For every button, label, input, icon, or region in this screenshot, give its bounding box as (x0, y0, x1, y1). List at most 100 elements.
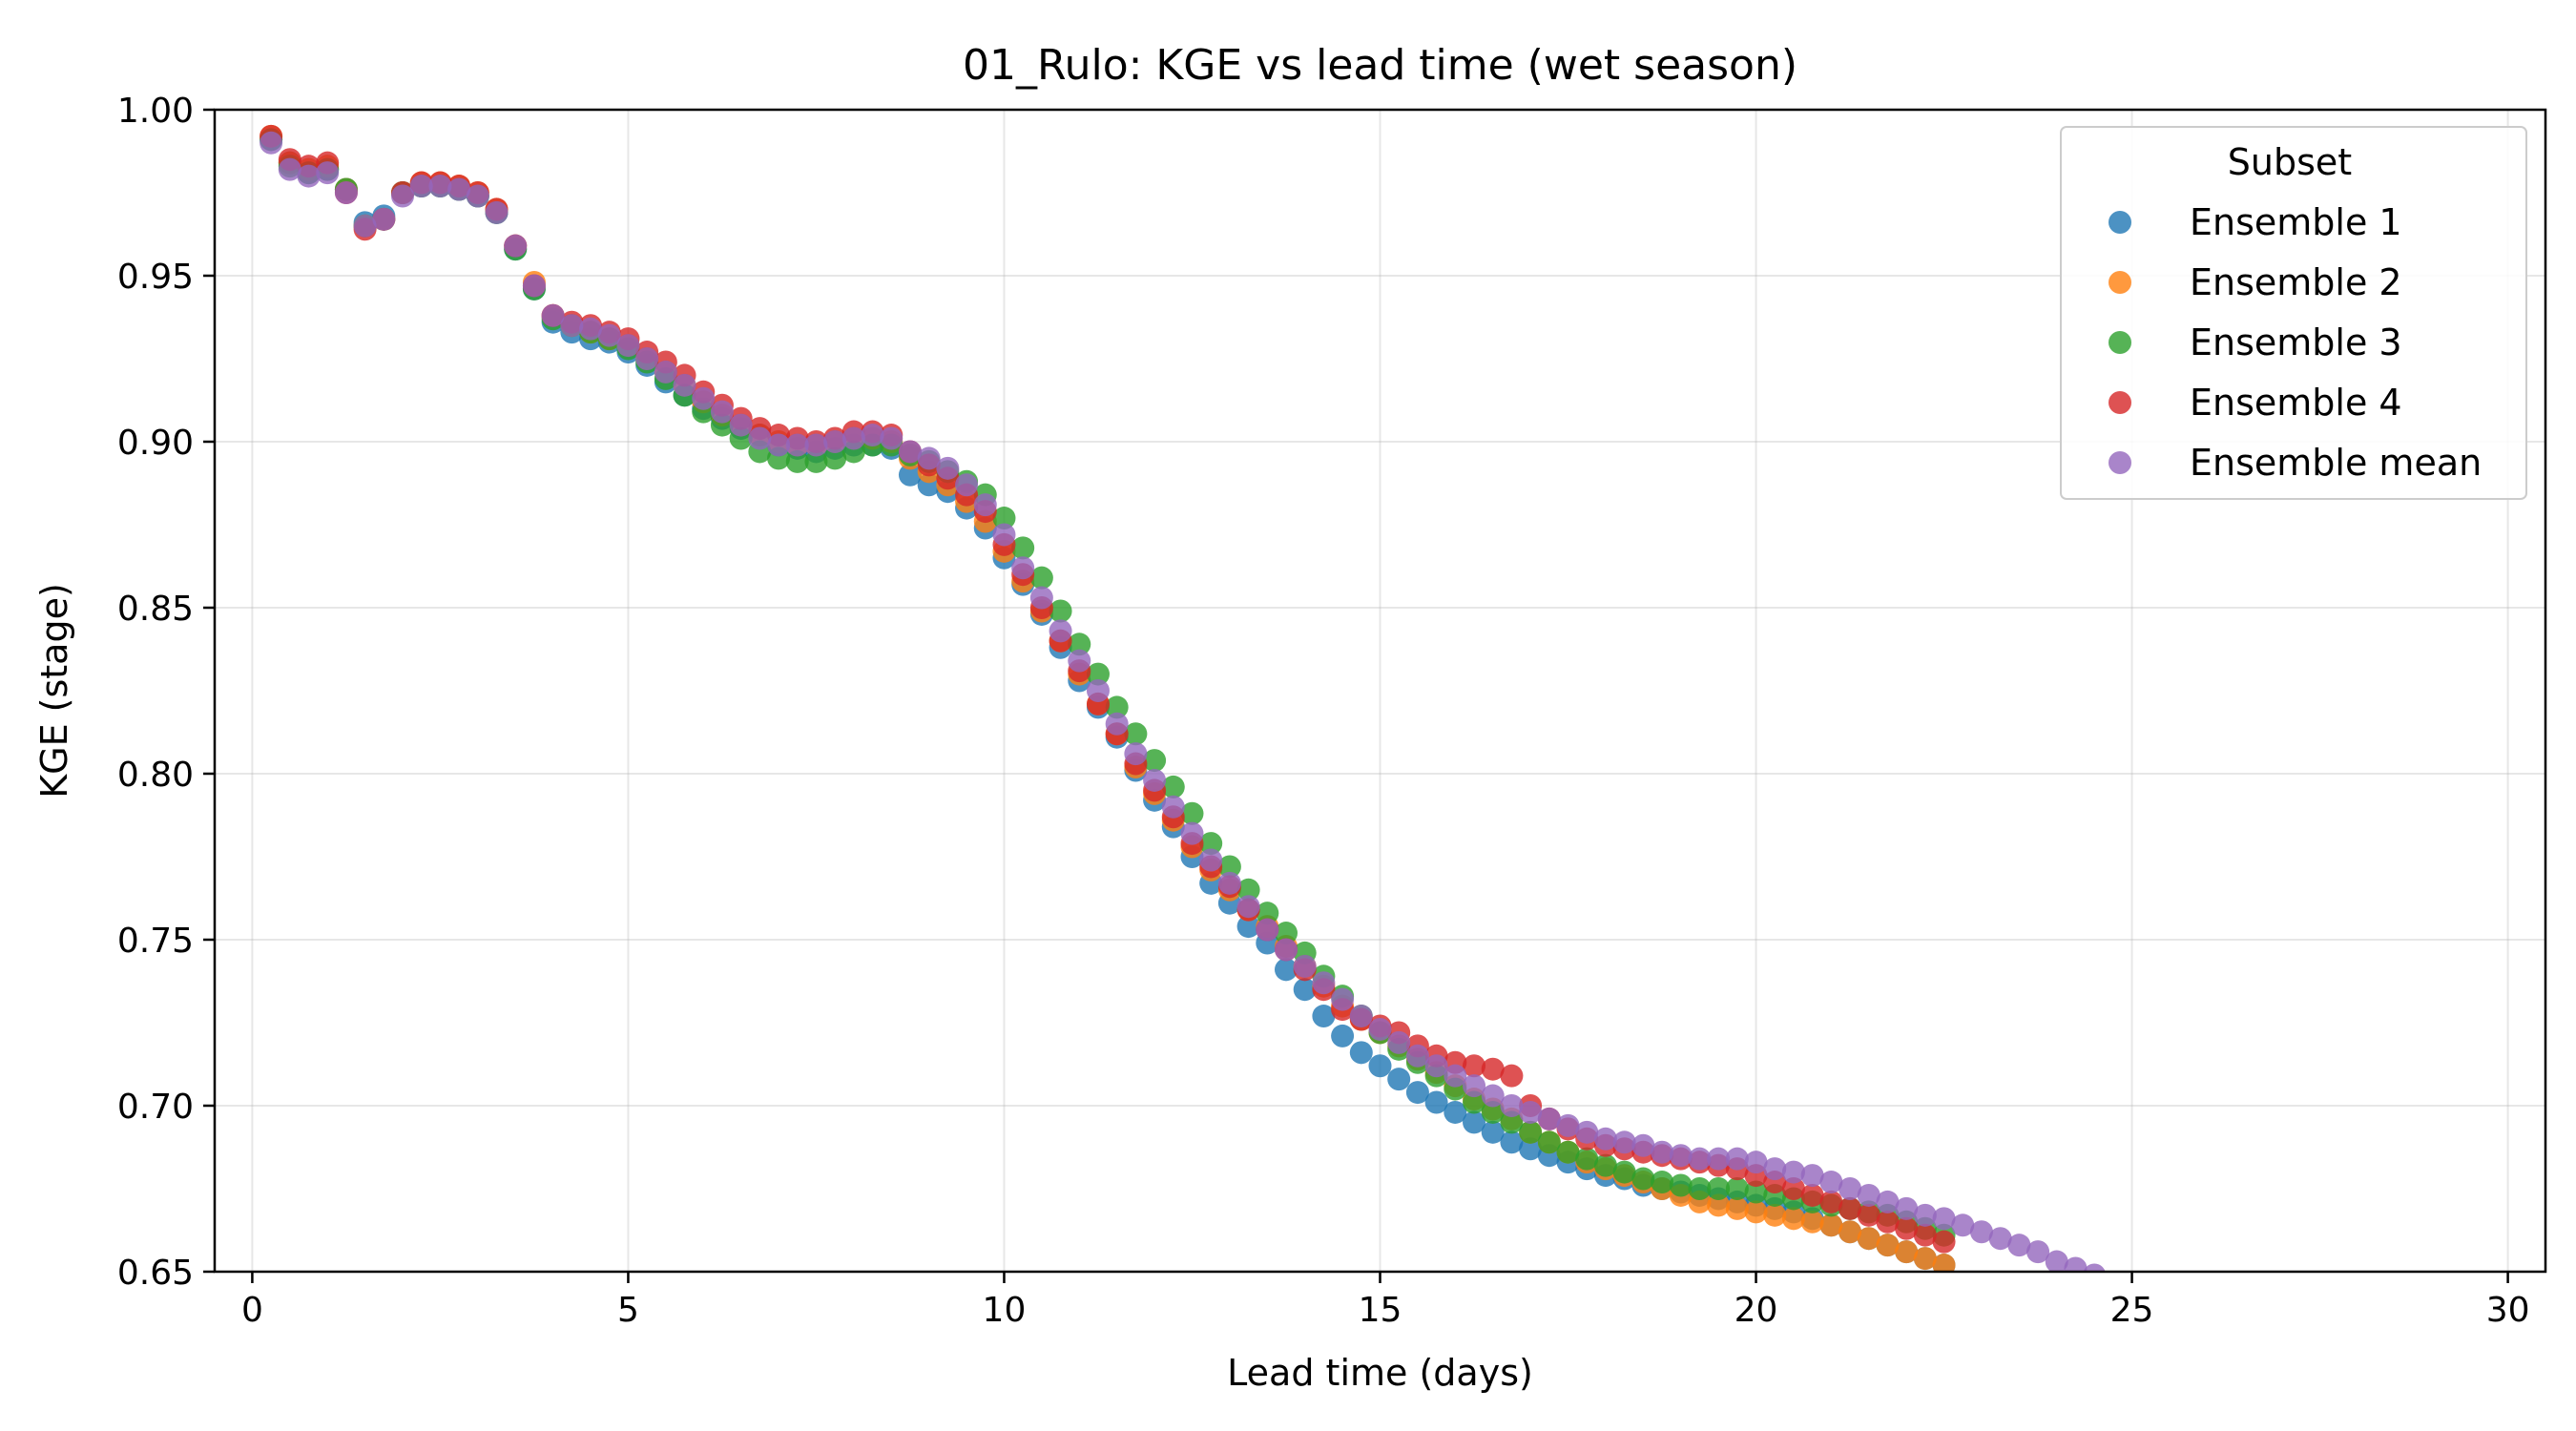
data-point (1124, 742, 1148, 766)
data-point (992, 507, 1016, 530)
data-point (1519, 1120, 1543, 1144)
data-point (1707, 1147, 1731, 1171)
data-point (936, 456, 960, 480)
y-tick-label: 0.65 (117, 1254, 194, 1293)
data-point (1839, 1196, 1862, 1220)
data-point (1819, 1171, 1843, 1194)
legend-marker (2109, 331, 2131, 354)
data-point (1651, 1140, 1674, 1164)
data-point (1405, 1081, 1429, 1105)
data-point (1612, 1160, 1636, 1184)
data-point (729, 413, 753, 437)
data-point (428, 175, 452, 198)
data-point (1312, 1005, 1336, 1028)
data-point (1463, 1074, 1486, 1098)
data-point (1876, 1190, 1900, 1213)
data-point (1029, 566, 1053, 590)
x-tick-label: 5 (617, 1291, 639, 1330)
data-point (1744, 1151, 1768, 1174)
data-point (1951, 1213, 1975, 1237)
y-tick-label: 0.90 (117, 424, 194, 463)
data-point (1556, 1140, 1580, 1164)
data-point (1669, 1173, 1693, 1197)
data-point (785, 433, 809, 457)
data-point (917, 446, 941, 470)
data-point (1105, 695, 1129, 719)
data-point (1913, 1223, 1937, 1247)
data-point (1293, 978, 1317, 1002)
x-tick-label: 10 (983, 1291, 1027, 1330)
data-point (673, 373, 696, 397)
data-point (1913, 1247, 1937, 1271)
data-point (1876, 1234, 1900, 1257)
y-tick-label: 0.85 (117, 590, 194, 629)
data-point (1217, 871, 1241, 895)
data-point (297, 164, 321, 188)
data-point (1274, 922, 1298, 945)
data-point (1387, 1030, 1411, 1054)
data-point (823, 446, 847, 470)
data-point (1800, 1183, 1824, 1207)
data-point (1744, 1200, 1768, 1224)
data-point (1537, 1107, 1561, 1130)
data-point (1236, 878, 1260, 902)
data-point (409, 175, 433, 198)
data-point (1161, 775, 1185, 798)
data-point (1161, 795, 1185, 819)
data-point (1781, 1207, 1805, 1231)
data-point (1857, 1203, 1880, 1227)
data-point (522, 274, 546, 298)
data-point (1349, 1005, 1373, 1028)
data-point (1725, 1147, 1749, 1171)
data-point (1199, 832, 1223, 856)
data-point (1707, 1177, 1731, 1200)
data-point (447, 177, 471, 201)
x-tick-label: 25 (2110, 1291, 2154, 1330)
data-point (1029, 586, 1053, 610)
data-point (1011, 556, 1035, 580)
data-point (334, 181, 358, 204)
data-point (1500, 1094, 1524, 1117)
legend-marker (2109, 211, 2131, 234)
data-point (1556, 1113, 1580, 1137)
data-point (485, 200, 509, 224)
data-point (1932, 1230, 1956, 1254)
data-point (1688, 1177, 1712, 1200)
data-point (1500, 1064, 1524, 1088)
data-point (1651, 1171, 1674, 1194)
data-point (1969, 1220, 1993, 1244)
data-point (1537, 1130, 1561, 1154)
data-point (1143, 749, 1167, 773)
data-point (748, 426, 772, 450)
data-point (1481, 1084, 1505, 1108)
legend-label: Ensemble 1 (2190, 201, 2402, 243)
data-point (1781, 1177, 1805, 1200)
data-point (710, 400, 734, 424)
data-point (1217, 855, 1241, 879)
data-point (1011, 536, 1035, 560)
data-point (1293, 954, 1317, 978)
data-point (1274, 938, 1298, 962)
data-point (1236, 915, 1260, 939)
data-point (1463, 1054, 1486, 1078)
data-point (1876, 1210, 1900, 1234)
data-point (1180, 801, 1204, 825)
data-point (391, 184, 415, 208)
data-point (692, 386, 716, 410)
data-point (466, 184, 489, 208)
data-point (1669, 1144, 1693, 1168)
data-point (1500, 1130, 1524, 1154)
data-point (973, 493, 997, 517)
data-point (1800, 1164, 1824, 1188)
data-point (504, 234, 528, 258)
data-point (1086, 662, 1110, 686)
data-point (1781, 1160, 1805, 1184)
data-point (804, 433, 828, 457)
data-point (635, 347, 659, 370)
legend-marker (2109, 391, 2131, 414)
data-point (579, 317, 603, 341)
data-point (1331, 1024, 1355, 1047)
data-point (654, 360, 677, 384)
